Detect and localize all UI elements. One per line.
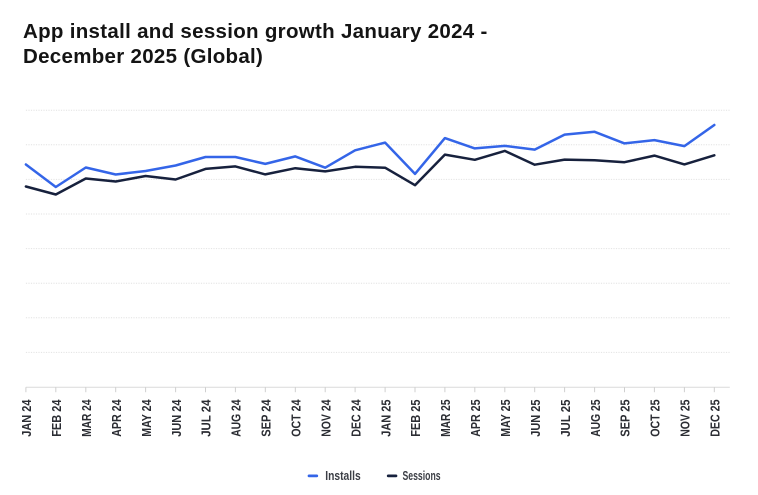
svg-text:OCT 25: OCT 25 (648, 400, 663, 437)
svg-text:DEC 25: DEC 25 (708, 400, 723, 437)
svg-text:JUL 25: JUL 25 (558, 400, 573, 437)
svg-text:SEP 24: SEP 24 (259, 399, 274, 437)
svg-text:AUG 25: AUG 25 (588, 400, 603, 437)
svg-text:SEP 25: SEP 25 (618, 400, 633, 437)
svg-text:OCT 24: OCT 24 (289, 399, 304, 437)
svg-text:NOV 24: NOV 24 (318, 399, 333, 437)
svg-text:AUG 24: AUG 24 (229, 399, 244, 437)
svg-text:JAN 25: JAN 25 (378, 400, 393, 437)
svg-text:Sessions: Sessions (403, 468, 441, 483)
svg-text:JUL 24: JUL 24 (199, 399, 214, 437)
svg-text:DEC 24: DEC 24 (348, 399, 363, 437)
svg-text:MAR 25: MAR 25 (438, 400, 453, 437)
svg-text:JUN 24: JUN 24 (169, 399, 184, 437)
svg-text:MAY 24: MAY 24 (139, 399, 154, 437)
svg-text:MAR 24: MAR 24 (79, 399, 94, 437)
svg-text:MAY 25: MAY 25 (498, 400, 513, 437)
svg-text:Installs: Installs (325, 468, 360, 483)
svg-text:APR 24: APR 24 (109, 399, 124, 437)
svg-text:FEB 25: FEB 25 (408, 400, 423, 437)
svg-text:JUN 25: JUN 25 (528, 400, 543, 437)
svg-text:APR 25: APR 25 (468, 400, 483, 437)
svg-text:JAN 24: JAN 24 (19, 399, 34, 437)
svg-text:FEB 24: FEB 24 (49, 399, 64, 437)
svg-text:NOV 25: NOV 25 (678, 400, 693, 437)
